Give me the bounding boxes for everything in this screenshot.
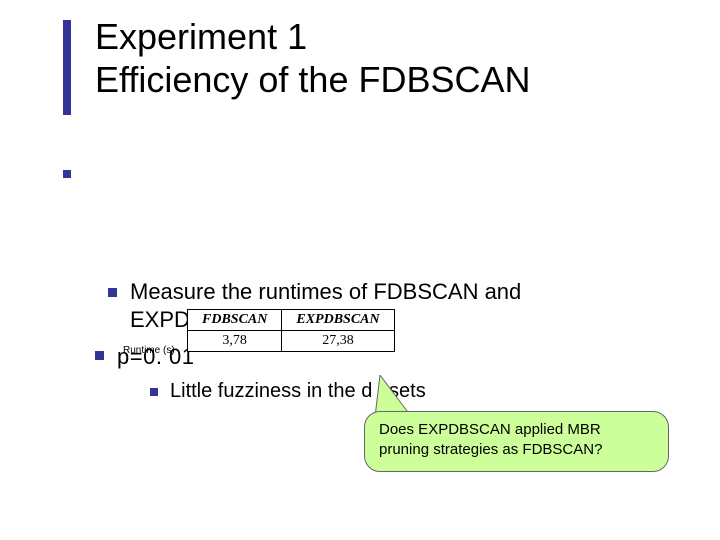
- table-data-row: 3,78 27,38: [188, 331, 395, 352]
- title-line1: Experiment 1Efficiency of the FDBSCAN: [95, 16, 531, 100]
- table-header-row: FDBSCAN EXPDBSCAN: [188, 310, 395, 331]
- title-accent-bar: [63, 20, 71, 115]
- runtime-axis-label: Runtime (s): [123, 345, 175, 356]
- slide: Experiment 1Efficiency of the FDBSCAN Me…: [0, 0, 720, 540]
- bullet-square-icon: [108, 288, 117, 297]
- title-accent-dot: [63, 170, 71, 178]
- table-header-expdbscan: EXPDBSCAN: [282, 310, 394, 331]
- slide-title: Experiment 1Efficiency of the FDBSCAN: [95, 15, 655, 101]
- callout-text: Does EXPDBSCAN applied MBR pruning strat…: [379, 421, 602, 458]
- callout-box: Does EXPDBSCAN applied MBR pruning strat…: [364, 411, 669, 472]
- bullet-square-icon: [150, 388, 158, 396]
- table-header-fdbscan: FDBSCAN: [188, 310, 282, 331]
- table-cell-expdbscan: 27,38: [282, 331, 394, 352]
- runtime-table: FDBSCAN EXPDBSCAN 3,78 27,38: [187, 309, 395, 352]
- bullet-square-icon: [95, 351, 104, 360]
- table-cell-fdbscan: 3,78: [188, 331, 282, 352]
